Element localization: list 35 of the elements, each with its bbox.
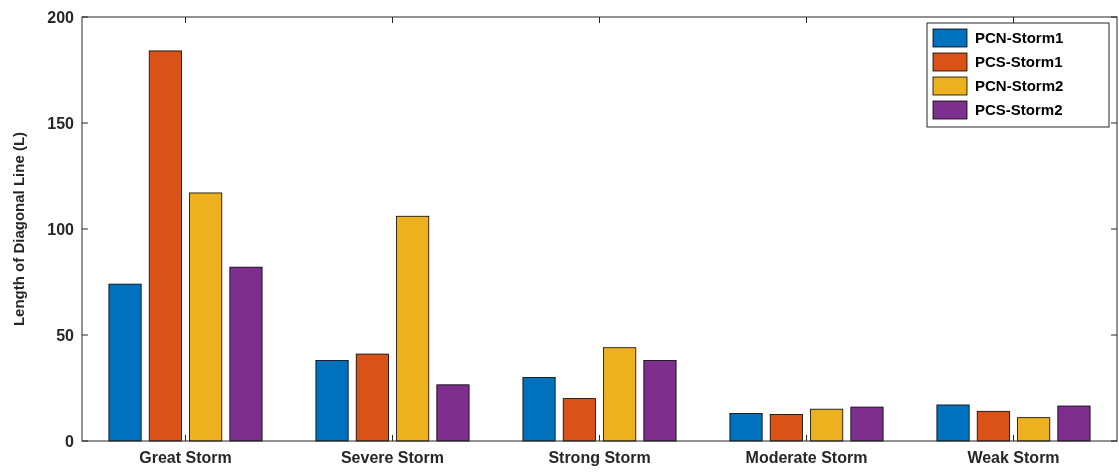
legend-label: PCS-Storm2 — [975, 101, 1063, 119]
bar — [936, 404, 970, 442]
y-tick-label: 100 — [47, 220, 75, 238]
x-tick-label: Strong Storm — [548, 449, 651, 466]
bar — [976, 410, 1010, 442]
y-tick-label: 200 — [47, 8, 75, 26]
bar — [229, 266, 263, 442]
bar — [1057, 405, 1091, 442]
x-tick-label: Moderate Storm — [745, 449, 868, 466]
bar — [810, 408, 844, 442]
bar — [436, 384, 470, 442]
bar — [108, 283, 142, 442]
bar — [355, 353, 389, 442]
legend-label: PCN-Storm2 — [975, 77, 1064, 95]
legend-label: PCN-Storm1 — [975, 29, 1064, 47]
x-tick-label: Weak Storm — [967, 449, 1060, 466]
y-tick-label: 0 — [65, 432, 75, 450]
bar — [769, 414, 803, 442]
bar — [850, 406, 884, 442]
bar — [603, 347, 637, 442]
x-tick-label: Severe Storm — [340, 449, 445, 466]
y-tick-label: 150 — [47, 114, 75, 132]
bar — [562, 398, 596, 442]
bar — [522, 377, 556, 442]
legend-label: PCS-Storm1 — [975, 53, 1063, 71]
bar — [729, 413, 763, 442]
x-tick-label: Great Storm — [139, 449, 232, 466]
bar — [1017, 417, 1051, 442]
bar — [315, 360, 349, 442]
y-axis-title: Length of Diagonal Line (L) — [10, 131, 27, 327]
bar — [148, 50, 182, 442]
bar — [396, 215, 430, 442]
bar — [643, 360, 677, 442]
bar — [189, 192, 223, 442]
y-tick-label: 50 — [56, 326, 75, 344]
